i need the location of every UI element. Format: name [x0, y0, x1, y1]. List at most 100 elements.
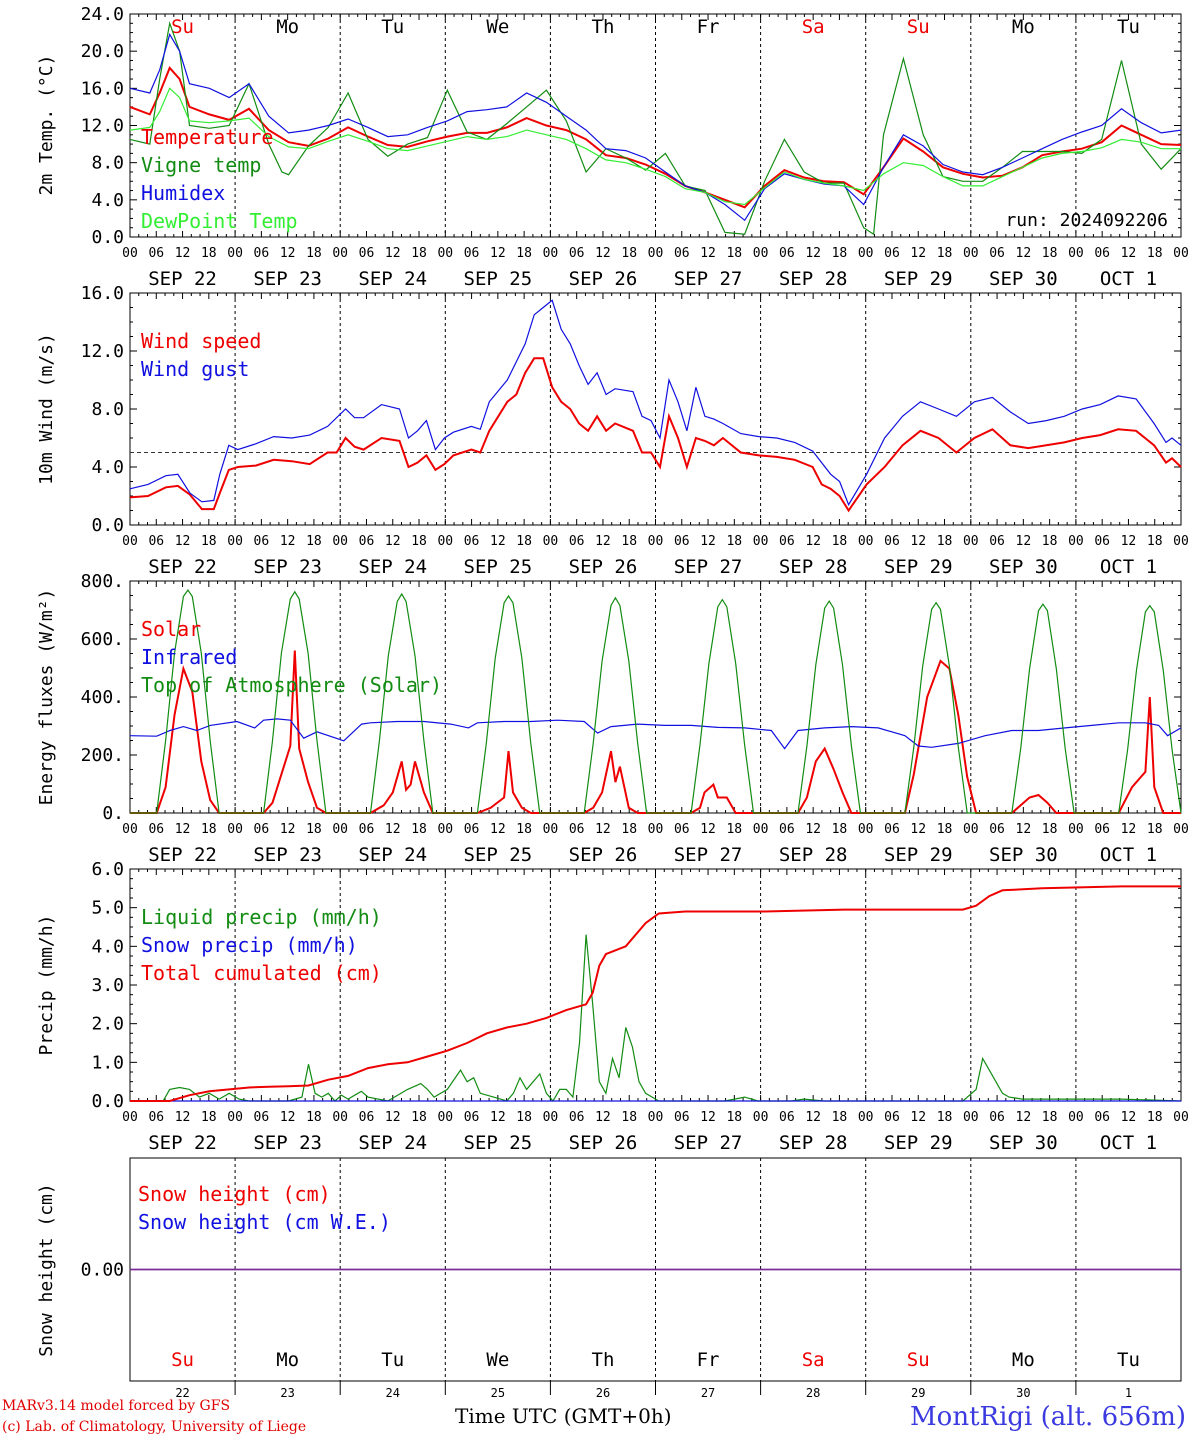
hour-tick-label: 18 — [937, 534, 953, 549]
hour-tick-label: 12 — [280, 1110, 296, 1125]
hour-tick-label: 06 — [779, 822, 795, 837]
weekday-label: We — [486, 16, 509, 38]
hour-tick-label: 06 — [674, 246, 690, 261]
day-label: SEP 30 — [989, 268, 1058, 290]
y-tick-label: 4.0 — [91, 190, 124, 211]
hour-tick-label: 12 — [175, 822, 191, 837]
weekday-label: Mo — [1012, 1349, 1035, 1371]
weekday-label: Sa — [802, 1349, 825, 1371]
hour-tick-label: 12 — [1016, 534, 1032, 549]
hour-tick-label: 06 — [148, 822, 164, 837]
hour-tick-label: 18 — [516, 246, 532, 261]
weekday-label: Su — [907, 1349, 930, 1371]
y-tick-label: 12.0 — [81, 116, 124, 137]
day-label: SEP 24 — [358, 268, 427, 290]
hour-tick-label: 06 — [674, 534, 690, 549]
hour-tick-label: 12 — [1121, 534, 1137, 549]
hour-tick-label: 18 — [1147, 822, 1163, 837]
hour-tick-label: 06 — [464, 1110, 480, 1125]
day-label: SEP 30 — [989, 556, 1058, 578]
panel-4: 00 06 12 18 00 06 12 18 00 06 12 18 00 06 12 18 00 06 12 18… — [36, 859, 1189, 1154]
series-line — [129, 299, 1182, 507]
weekday-label: Tu — [381, 16, 404, 38]
legend-entry: Snow height (cm) — [138, 1182, 331, 1206]
day-number-label: 23 — [280, 1386, 294, 1400]
hour-tick-label: 18 — [1147, 246, 1163, 261]
hour-tick-label: 00 — [543, 1110, 559, 1125]
hour-tick-label: 00 — [648, 534, 664, 549]
weekday-label: Tu — [1117, 1349, 1140, 1371]
hour-tick-label: 00 — [543, 822, 559, 837]
day-label: SEP 25 — [464, 268, 533, 290]
day-label: SEP 29 — [884, 844, 953, 866]
hour-tick-label: 06 — [779, 246, 795, 261]
day-label: SEP 25 — [464, 844, 533, 866]
hour-tick-label: 18 — [516, 534, 532, 549]
y-tick-label: 600. — [81, 629, 124, 650]
hour-tick-label: 00 — [122, 1110, 138, 1125]
hour-tick-label: 12 — [595, 246, 611, 261]
y-tick-label: 0.0 — [91, 515, 124, 536]
day-label: SEP 28 — [779, 268, 848, 290]
hour-tick-label: 06 — [359, 822, 375, 837]
weekday-label: Su — [171, 1349, 194, 1371]
weekday-label: Tu — [381, 1349, 404, 1371]
hour-tick-label: 06 — [359, 534, 375, 549]
legend-entry: Wind gust — [141, 357, 249, 381]
hour-tick-label: 06 — [254, 822, 270, 837]
plot-frame — [129, 13, 1182, 238]
legend-entry: DewPoint Temp — [141, 209, 298, 233]
hour-tick-label: 06 — [569, 822, 585, 837]
hour-tick-label: 18 — [1042, 246, 1058, 261]
y-tick-label: 5.0 — [91, 898, 124, 919]
hour-tick-label: 00 — [648, 246, 664, 261]
day-label: SEP 30 — [989, 844, 1058, 866]
legend-entry: Humidex — [141, 181, 225, 205]
hour-tick-label: 12 — [910, 1110, 926, 1125]
hour-tick-label: 18 — [1042, 1110, 1058, 1125]
day-label: OCT 1 — [1100, 268, 1157, 290]
day-label: SEP 26 — [569, 556, 638, 578]
hour-tick-label: 00 — [1173, 534, 1189, 549]
y-tick-label: 12.0 — [81, 341, 124, 362]
panel-5: 22 23 24 25 26 27 28 29 30 1 Su Mo Tu We Th Fr Sa Su Mo Tu 0… — [36, 1157, 1182, 1400]
y-tick-label: 20.0 — [81, 41, 124, 62]
hour-tick-label: 12 — [175, 1110, 191, 1125]
hour-tick-label: 18 — [726, 822, 742, 837]
hour-tick-label: 00 — [858, 534, 874, 549]
day-label: SEP 25 — [464, 556, 533, 578]
hour-tick-label: 12 — [385, 246, 401, 261]
hour-tick-label: 18 — [1147, 534, 1163, 549]
hour-tick-label: 00 — [122, 534, 138, 549]
y-axis-title: 2m Temp. (°C) — [36, 55, 57, 196]
hour-tick-label: 00 — [227, 822, 243, 837]
credit-lab: (c) Lab. of Climatology, University of L… — [2, 1419, 307, 1435]
hour-tick-label: 18 — [411, 822, 427, 837]
hour-tick-label: 00 — [648, 822, 664, 837]
hour-tick-label: 18 — [201, 246, 217, 261]
x-axis-label: Time UTC (GMT+0h) — [455, 1404, 672, 1428]
hour-tick-label: 00 — [227, 1110, 243, 1125]
hour-tick-label: 18 — [516, 1110, 532, 1125]
hour-tick-label: 06 — [569, 246, 585, 261]
hour-tick-label: 06 — [148, 1110, 164, 1125]
hour-tick-label: 00 — [753, 1110, 769, 1125]
hour-tick-label: 00 — [332, 534, 348, 549]
hour-tick-label: 06 — [989, 1110, 1005, 1125]
hour-tick-label: 12 — [805, 534, 821, 549]
hour-tick-label: 00 — [437, 822, 453, 837]
hour-tick-label: 18 — [621, 1110, 637, 1125]
hour-tick-label: 06 — [569, 1110, 585, 1125]
hour-tick-label: 12 — [700, 246, 716, 261]
hour-tick-label: 18 — [621, 246, 637, 261]
day-label: SEP 22 — [148, 844, 217, 866]
hour-tick-label: 06 — [989, 534, 1005, 549]
day-number-label: 29 — [911, 1386, 925, 1400]
hour-tick-label: 06 — [569, 534, 585, 549]
y-axis-title: Energy fluxes (W/m²) — [36, 589, 57, 806]
y-tick-label: 200. — [81, 745, 124, 766]
y-tick-label: 16.0 — [81, 283, 124, 304]
day-label: SEP 26 — [569, 844, 638, 866]
hour-tick-label: 12 — [805, 822, 821, 837]
station-name: MontRigi (alt. 656m) — [910, 1402, 1186, 1432]
